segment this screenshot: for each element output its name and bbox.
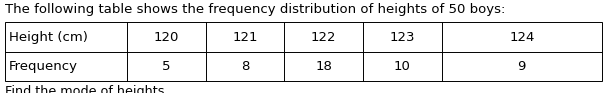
Text: 9: 9 bbox=[518, 60, 526, 73]
Text: 121: 121 bbox=[232, 31, 258, 44]
Text: The following table shows the frequency distribution of heights of 50 boys:: The following table shows the frequency … bbox=[5, 3, 505, 16]
Text: Height (cm): Height (cm) bbox=[9, 31, 88, 44]
Text: 5: 5 bbox=[162, 60, 171, 73]
Text: 123: 123 bbox=[390, 31, 415, 44]
Text: 10: 10 bbox=[394, 60, 411, 73]
Text: 124: 124 bbox=[509, 31, 534, 44]
Text: 18: 18 bbox=[315, 60, 332, 73]
Text: Frequency: Frequency bbox=[9, 60, 78, 73]
Text: Find the mode of heights.: Find the mode of heights. bbox=[5, 85, 168, 93]
Text: 122: 122 bbox=[311, 31, 336, 44]
Text: 8: 8 bbox=[241, 60, 249, 73]
Text: 120: 120 bbox=[154, 31, 179, 44]
